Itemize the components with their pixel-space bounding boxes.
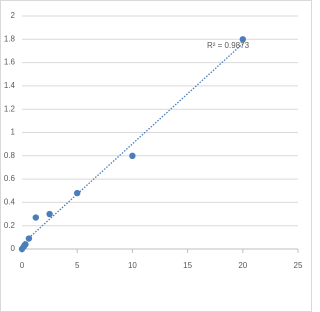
x-tick-label: 10: [128, 261, 137, 270]
point: [25, 235, 33, 242]
point: [22, 241, 29, 248]
y-tick-label: 0.6: [4, 174, 16, 183]
y-tick-label: 0.4: [4, 198, 16, 207]
x-tick-label: 0: [20, 261, 25, 270]
y-tick-label: 1.8: [4, 34, 16, 43]
annotation: R² = 0.9873: [207, 41, 250, 50]
y-tick-label: 1: [11, 128, 16, 137]
y-tick-label: 0: [11, 244, 16, 253]
point: [74, 189, 81, 197]
x-tick-label: 15: [183, 261, 192, 270]
point: [32, 214, 39, 221]
y-tick-label: 2: [11, 11, 16, 20]
y-tick-label: 1.2: [4, 104, 16, 113]
x-tick-label: 5: [75, 261, 80, 270]
y-tick-label: 0.2: [4, 221, 16, 230]
point: [129, 152, 136, 159]
point: [239, 36, 246, 43]
y-tick-label: 1.6: [4, 58, 16, 67]
y-tick-label: 1.4: [4, 81, 16, 90]
x-tick-label: 20: [238, 261, 247, 270]
x-tick-label: 25: [294, 261, 303, 270]
chart: 00.20.40.60.811.21.41.61.820 5 10 15 20 25R² …: [0, 0, 312, 312]
point: [46, 210, 53, 218]
y-tick-label: 0.8: [4, 151, 16, 160]
